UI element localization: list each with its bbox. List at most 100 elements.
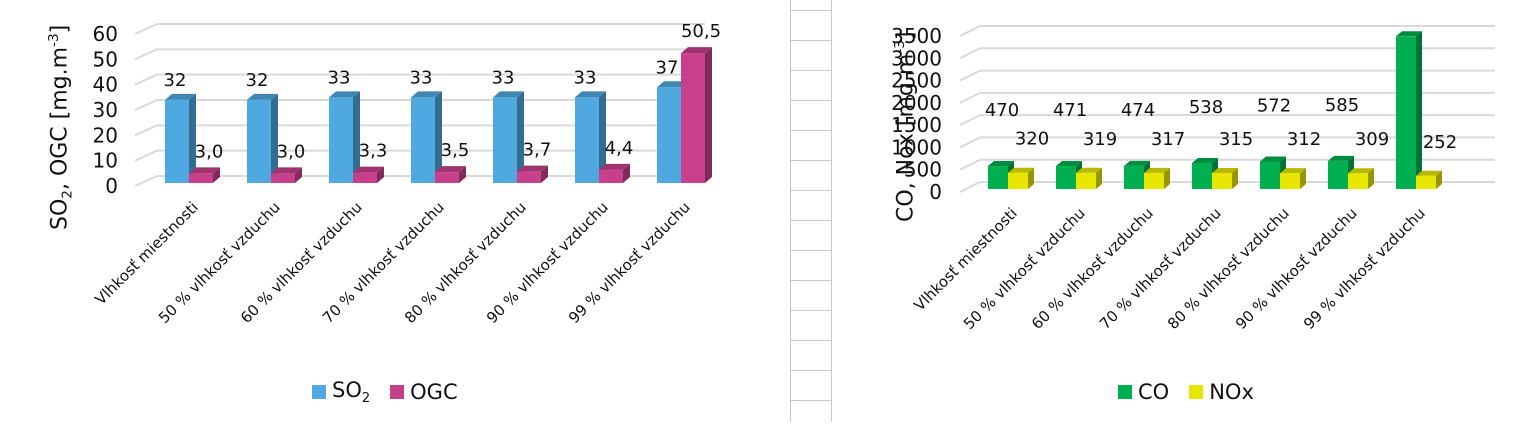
legend-label: CO (1138, 380, 1170, 404)
legend-label: NOx (1209, 380, 1254, 404)
data-label: 312 (1287, 129, 1321, 150)
data-label: 37 (656, 57, 679, 78)
bar-ogc (517, 165, 548, 183)
data-label: 474 (1121, 100, 1155, 121)
row-line (791, 10, 831, 11)
legend-swatch-ogc (390, 385, 405, 400)
row-line (791, 130, 831, 131)
y-tick-label: 3500 (891, 24, 942, 48)
bar-ogc (189, 167, 220, 183)
data-label: 3,5 (441, 140, 470, 161)
y-tick-label: 2000 (891, 91, 942, 115)
bar-nox (1144, 167, 1170, 189)
legend-label: SO2 (332, 378, 371, 407)
legend-swatch-nox (1189, 385, 1204, 399)
bar-so2 (493, 91, 524, 183)
y-tick-label: 0 (105, 174, 118, 198)
row-line (791, 280, 831, 281)
data-label: 252 (1423, 132, 1457, 153)
data-label: 4,4 (605, 138, 634, 159)
data-label: 309 (1355, 129, 1389, 150)
category-label: 50 % vlhkosť vzduchu (960, 204, 1089, 333)
bar-nox (1076, 167, 1102, 189)
bar-so2 (411, 91, 442, 183)
row-line (791, 340, 831, 341)
data-label: 471 (1053, 100, 1087, 121)
data-label: 33 (574, 67, 597, 88)
row-line (791, 370, 831, 371)
row-line (791, 250, 831, 251)
bar-ogc (681, 47, 712, 183)
category-label: 80 % vlhkosť vzduchu (1164, 204, 1293, 333)
data-label: 319 (1083, 129, 1117, 150)
data-label: 3,0 (277, 141, 306, 162)
bar-so2 (247, 93, 278, 183)
category-label: 99 % vlhkosť vzduchu (1300, 204, 1429, 333)
category-label: 60 % vlhkosť vzduchu (1028, 204, 1157, 333)
bar-so2 (329, 91, 360, 183)
row-line (791, 40, 831, 41)
bar-ogc (353, 166, 384, 183)
category-label: 90 % vlhkosť vzduchu (1232, 204, 1361, 333)
y-tick-label: 40 (93, 73, 118, 97)
bar-so2 (165, 93, 196, 183)
legend-swatch-co (1118, 385, 1132, 399)
row-line (791, 400, 831, 401)
bar-nox (1212, 167, 1238, 189)
sheet-divider (790, 0, 832, 422)
data-label: 470 (985, 100, 1019, 121)
bar-ogc (435, 166, 466, 183)
data-label: 3,0 (195, 141, 224, 162)
data-label: 538 (1189, 97, 1223, 118)
co-nox-chart: 0 500 1000 1500 2000 2500 3000 3500 470 320 Vlhkos… (830, 0, 1535, 422)
y-tick-label: 30 (93, 98, 118, 122)
bar-nox (1348, 168, 1374, 189)
data-label: 32 (164, 70, 187, 91)
legend-swatch-so2 (312, 385, 326, 400)
bar-nox (1008, 167, 1034, 189)
data-label: 315 (1219, 129, 1253, 150)
data-label: 572 (1257, 96, 1291, 117)
data-label: 32 (246, 70, 269, 91)
legend-label: OGC (410, 380, 458, 405)
y-tick-label: 60 (93, 22, 118, 46)
category-label: 70 % vlhkosť vzduchu (1096, 204, 1225, 333)
so2-ogc-chart: 0 10 20 30 40 50 60 32 3,0 Vlhkosť miestnosti 32 3,… (46, 21, 722, 406)
y-axis-title: CO, Nox [mg.m-3] (892, 31, 919, 222)
row-line (791, 310, 831, 311)
y-tick-label: 50 (93, 47, 118, 71)
data-label: 3,3 (359, 141, 388, 162)
y-tick-label: 3000 (891, 46, 942, 70)
y-tick-label: 0 (929, 180, 942, 204)
data-label: 33 (328, 67, 351, 88)
data-label: 33 (410, 67, 433, 88)
data-label: 585 (1325, 95, 1359, 116)
row-line (791, 100, 831, 101)
row-line (791, 70, 831, 71)
bar-ogc (599, 163, 630, 183)
row-line (791, 190, 831, 191)
bar-ogc (271, 167, 302, 183)
co-nox-plot-area: 0500100015002000250030003500470320Vlhkos… (891, 24, 1495, 333)
data-label: 320 (1015, 129, 1049, 150)
y-tick-label: 1500 (891, 113, 942, 137)
bar-nox (1416, 170, 1442, 189)
chart-legend: SO2 OGC (312, 378, 458, 406)
data-label: 33 (492, 67, 515, 88)
chart-legend: CO NOx (1118, 380, 1254, 404)
bar-nox (1280, 168, 1306, 189)
y-tick-label: 10 (93, 149, 118, 173)
y-tick-label: 1000 (891, 135, 942, 159)
legend-item-ogc: OGC (390, 380, 458, 405)
y-tick-label: 2500 (891, 69, 942, 93)
y-tick-label: 500 (904, 158, 942, 182)
legend-item-so2: SO2 (312, 378, 370, 406)
bar-so2 (575, 91, 606, 183)
y-axis-title: SO2, OGC [mg.m-3] (46, 24, 76, 230)
data-label: 317 (1151, 129, 1185, 150)
row-line (791, 160, 831, 161)
legend-item-co: CO (1118, 380, 1169, 404)
y-tick-label: 20 (93, 123, 118, 147)
data-label: 3,7 (523, 140, 552, 161)
